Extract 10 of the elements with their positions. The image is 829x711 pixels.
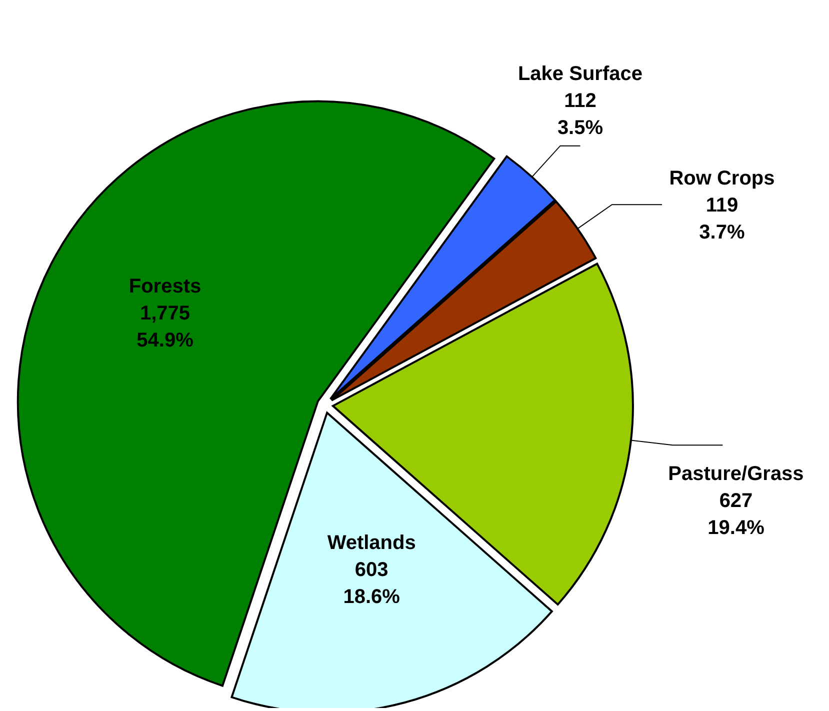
slice-label: Pasture/Grass bbox=[668, 463, 804, 486]
slice-label: Forests bbox=[128, 276, 202, 298]
data-label: 627 19.4% bbox=[708, 490, 765, 540]
data-label: 119 3.7% bbox=[699, 194, 745, 244]
slice-label: Lake Surface bbox=[518, 62, 642, 85]
data-label: 1,775 54.9% bbox=[136, 302, 194, 352]
data-label: 112 3.5% bbox=[557, 90, 604, 139]
slice-label: Row Crops bbox=[669, 168, 775, 190]
data-label: 603 18.6% bbox=[343, 558, 400, 608]
slice-label: Wetlands bbox=[327, 532, 416, 554]
